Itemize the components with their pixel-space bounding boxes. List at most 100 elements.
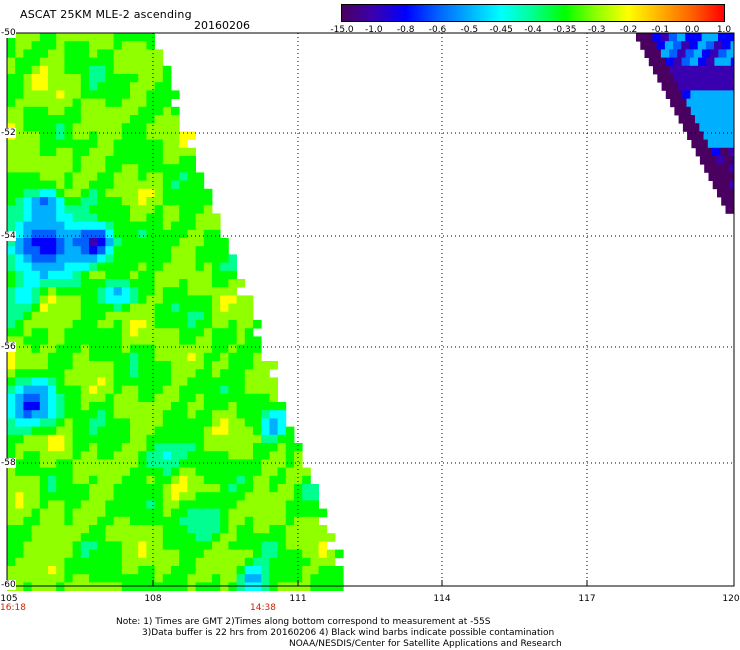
swath-cell [39,82,49,91]
lat-label-58: -58 [1,458,16,468]
swath-cell [162,221,172,231]
swath-cell [310,525,319,534]
swath-cell [154,500,164,509]
swath-cell [48,238,57,247]
swath-cell [154,270,164,280]
swath-cell [138,82,147,91]
swath-cell [179,229,188,239]
swath-cell [699,123,708,132]
swath-cell [220,418,229,427]
swath-cell [113,41,123,50]
swath-cell [187,320,196,329]
swath-cell [179,246,188,255]
swath-cell [89,557,98,567]
swath-cell [179,295,188,304]
swath-cell [228,262,237,272]
swath-cell [236,533,246,542]
swath-cell [310,557,319,567]
swath-cell [253,525,262,534]
swath-cell [130,147,139,157]
swath-cell [171,418,180,427]
swath-cell [7,525,16,534]
swath-cell [89,262,98,272]
swath-cell [162,402,172,411]
swath-cell [72,484,82,493]
swath-cell [7,188,16,198]
swath-cell [138,254,147,263]
swath-cell [130,303,139,313]
swath-cell [97,188,106,198]
swath-cell [179,549,188,559]
swath-cell [678,82,687,91]
swath-cell [80,516,90,526]
swath-cell [220,574,229,583]
swath-cell [39,492,49,501]
swath-cell [220,533,229,542]
swath-cell [203,213,213,222]
swath-cell [310,574,319,583]
swath-cell [138,221,147,231]
swath-cell [113,533,123,542]
swath-cell [220,549,229,559]
swath-cell [171,574,180,583]
swath-cell [15,115,24,124]
swath-cell [39,344,49,354]
swath-cell [212,287,221,296]
swath-cell [716,156,725,165]
swath-cell [113,320,123,329]
swath-cell [689,41,699,50]
swath-cell [48,123,57,132]
swath-cell [154,459,164,468]
swath-cell [726,65,734,75]
swath-cell [236,574,246,583]
swath-cell [195,484,205,493]
swath-cell [130,180,139,190]
swath-cell [162,115,172,124]
swath-cell [72,147,82,157]
swath-cell [130,467,139,477]
swath-cell [228,410,237,419]
swath-cell [171,426,180,436]
swath-cell [725,188,734,198]
swath-cell [72,106,82,116]
swath-cell [130,516,139,526]
swath-cell [203,205,213,214]
swath-cell [661,65,670,75]
swath-cell [105,287,114,296]
swath-cell [121,156,131,165]
swath-cell [31,320,41,329]
swath-cell [130,246,139,255]
swath-cell [89,238,98,247]
swath-cell [138,410,147,419]
swath-cell [56,320,65,329]
swath-cell [203,426,213,436]
swath-cell [15,188,24,198]
swath-cell [121,188,131,198]
swath-cell [31,205,41,214]
swath-cell [31,229,41,239]
swath-cell [195,328,205,337]
swath-cell [56,451,65,460]
swath-cell [56,533,65,542]
swath-cell [121,172,131,181]
swath-cell [80,566,90,575]
swath-cell [15,90,24,99]
swath-cell [64,467,73,477]
swath-cell [80,434,90,444]
swath-cell [187,352,196,362]
swath-cell [261,467,270,477]
swath-cell [269,393,278,403]
swath-cell [212,426,221,436]
swath-cell [203,459,213,468]
swath-cell [31,147,41,157]
swath-cell [113,98,123,108]
swath-cell [64,41,73,50]
swath-cell [89,369,98,378]
swath-cell [653,65,662,75]
lat-label-60: -60 [1,580,16,590]
swath-cell [179,221,188,231]
swath-cell [105,82,114,91]
swath-cell [97,492,106,501]
swath-cell [171,352,180,362]
swath-cell [39,106,49,116]
